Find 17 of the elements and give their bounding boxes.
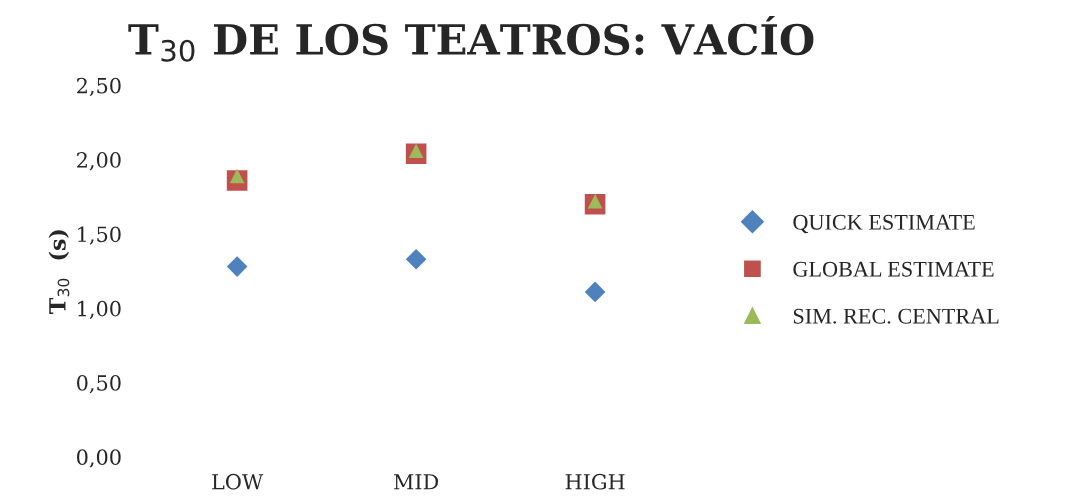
y-tick-label: 0,00 <box>77 449 121 468</box>
y-tick-label: 1,50 <box>78 226 121 245</box>
x-tick-label: HIGH <box>565 473 625 490</box>
point <box>226 256 248 277</box>
y-tick-label: 2,00 <box>77 152 121 171</box>
chart-title: T$_{30}$ DE LOS TEATROS: VACÍO <box>128 16 814 62</box>
legend-label: SIM. REC. CENTRAL <box>793 308 999 324</box>
text: T$_{30}$ (s) <box>48 230 70 314</box>
x-tick-label: LOW <box>212 473 264 490</box>
point <box>584 281 606 303</box>
x-tick-label: MID <box>394 474 439 490</box>
legend-label: GLOBAL ESTIMATE <box>793 261 994 277</box>
y-tick-label: 0,50 <box>77 374 121 394</box>
y-tick-label: 1,00 <box>78 300 121 319</box>
legend-label: QUICK ESTIMATE <box>793 214 975 234</box>
y-tick-label: 2,50 <box>77 77 121 97</box>
point <box>405 248 427 270</box>
